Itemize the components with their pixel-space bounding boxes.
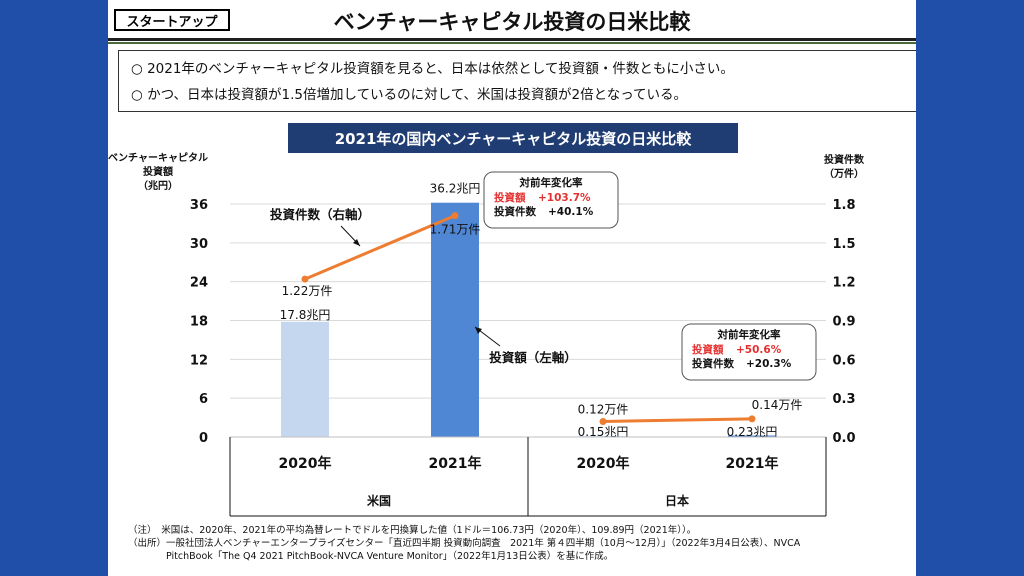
bar-data-label: 17.8兆円 <box>280 308 331 322</box>
footnote: （注） 米国は、2020年、2021年の平均為替レートでドルを円換算した値（1ド… <box>128 525 697 536</box>
x-tick-label: 2020年 <box>279 455 332 472</box>
title-rule <box>108 38 916 41</box>
change-rate-label: 投資額 <box>692 343 724 356</box>
slide: スタートアップ ベンチャーキャピタル投資の日米比較 ○ 2021年のベンチャーキ… <box>108 0 916 576</box>
bar-data-label: 0.15兆円 <box>578 425 629 439</box>
y-tick-right: 0.0 <box>832 431 855 446</box>
y-tick-right: 0.3 <box>832 392 855 407</box>
line-point <box>748 415 756 423</box>
change-rate-value: +103.7% <box>538 192 591 204</box>
line-point <box>301 275 309 283</box>
y-tick-left: 0 <box>199 431 208 446</box>
line-point <box>451 212 459 220</box>
x-group-label: 日本 <box>665 493 689 508</box>
x-tick-label: 2021年 <box>726 455 779 472</box>
summary-bullet: ○ 2021年のベンチャーキャピタル投資額を見ると、日本は依然として投資額・件数… <box>131 61 734 77</box>
bar-data-label: 36.2兆円 <box>430 182 481 196</box>
y-tick-left: 24 <box>190 276 208 291</box>
change-rate-value: +20.3% <box>746 358 792 370</box>
callout-arrowhead <box>475 327 482 334</box>
y-axis-label-left: （兆円） <box>138 179 178 192</box>
change-rate-label: 投資件数 <box>692 357 734 370</box>
y-axis-label-right: 投資件数 <box>824 153 865 166</box>
line-data-label: 1.71万件 <box>430 223 481 237</box>
line-data-label: 0.14万件 <box>752 398 803 412</box>
y-axis-label-left: 投資額 <box>143 165 173 178</box>
line-point <box>599 417 607 425</box>
change-rate-label: 投資件数 <box>494 205 536 218</box>
y-tick-right: 0.6 <box>832 353 855 368</box>
y-tick-right: 1.5 <box>832 237 855 252</box>
y-tick-left: 12 <box>190 353 208 368</box>
footnote: （出所）一般社団法人ベンチャーエンタープライズセンター「直近四半期 投資動向調査… <box>128 538 801 549</box>
line-data-label: 0.12万件 <box>578 402 629 416</box>
bar <box>281 321 329 437</box>
y-tick-right: 0.9 <box>832 315 855 330</box>
page-title: ベンチャーキャピタル投資の日米比較 <box>333 10 691 34</box>
change-rate-box <box>483 171 619 229</box>
summary-bullet: ○ かつ、日本は投資額が1.5倍増加しているのに対して、米国は投資額が2倍となっ… <box>131 87 688 103</box>
footnote: PitchBook「The Q4 2021 PitchBook-NVCA Ven… <box>128 551 614 562</box>
chart-title: 2021年の国内ベンチャーキャピタル投資の日米比較 <box>288 123 738 153</box>
bar-data-label: 0.23兆円 <box>727 425 778 439</box>
change-rate-value: +50.6% <box>736 344 782 356</box>
summary-box: ○ 2021年のベンチャーキャピタル投資額を見ると、日本は依然として投資額・件数… <box>118 50 916 112</box>
bar-series-callout: 投資額（左軸） <box>489 350 577 365</box>
chart: 0 6 12 18 24 30 36 0.0 0.3 0.6 0.9 1.2 1.5 1.8 ベンチャーキャ… <box>108 152 865 517</box>
line-data-label: 1.22万件 <box>282 284 333 298</box>
change-rate-value: +40.1% <box>548 206 594 218</box>
bar <box>431 202 479 437</box>
section-tag: スタートアップ <box>114 9 230 31</box>
title-rule-accent <box>108 42 916 44</box>
y-axis-label-left: ベンチャーキャピタル <box>108 152 208 164</box>
bar <box>728 435 776 437</box>
change-rate-box <box>681 323 817 381</box>
y-tick-left: 18 <box>190 315 208 330</box>
x-group-label: 米国 <box>367 493 391 508</box>
callout-arrowhead <box>353 239 360 246</box>
y-tick-left: 36 <box>190 198 208 213</box>
series-line <box>602 417 753 423</box>
y-tick-left: 6 <box>199 392 208 407</box>
x-tick-label: 2021年 <box>429 455 482 472</box>
footnotes: （注） 米国は、2020年、2021年の平均為替レートでドルを円換算した値（1ド… <box>128 524 800 563</box>
y-tick-right: 1.2 <box>832 276 855 291</box>
y-tick-right: 1.8 <box>832 198 855 213</box>
series-line <box>304 214 456 281</box>
change-rate-title: 対前年変化率 <box>717 328 781 341</box>
y-axis-label-right: （万件） <box>824 167 864 180</box>
change-rate-title: 対前年変化率 <box>519 176 583 189</box>
change-rate-label: 投資額 <box>494 191 526 204</box>
line-series-callout: 投資件数（右軸） <box>270 207 370 222</box>
y-tick-left: 30 <box>190 237 208 252</box>
x-tick-label: 2020年 <box>577 455 630 472</box>
